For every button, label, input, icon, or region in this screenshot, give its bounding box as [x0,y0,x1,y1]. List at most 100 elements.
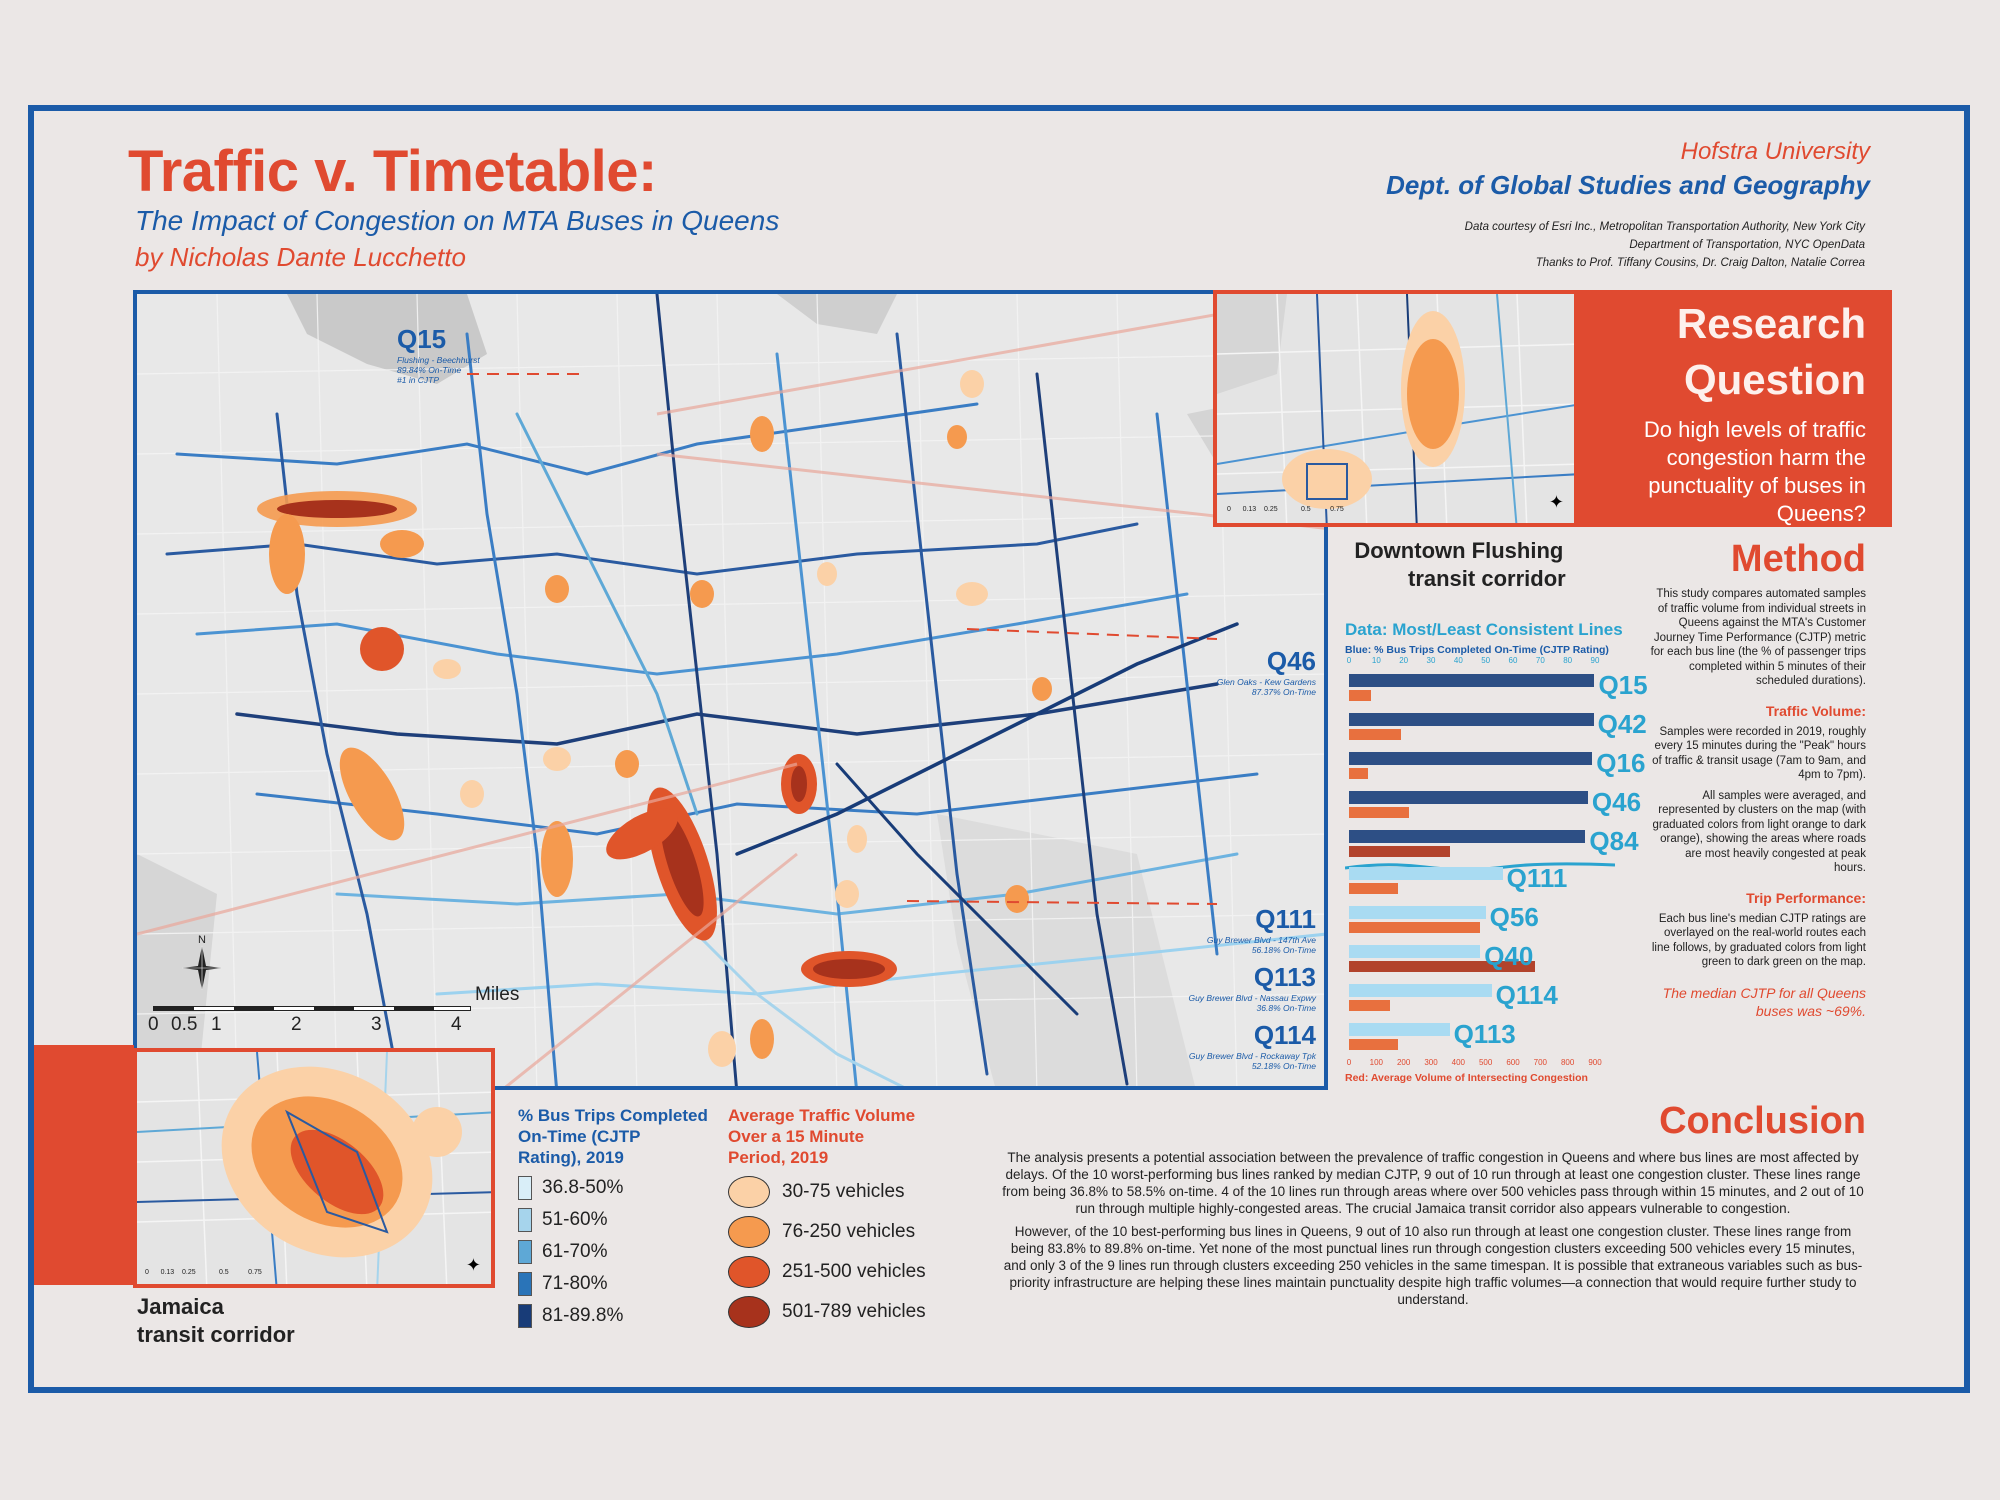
callout-route: Guy Brewer Blvd - Nassau Expwy [1188,993,1316,1003]
jamaica-corridor-label: Jamaica transit corridor [137,1293,295,1349]
median-cjtp-note: The median CJTP for all Queens buses was… [1662,984,1866,1019]
scale-tick: 1 [211,1014,222,1035]
bar-category-label: Q111 [1506,863,1568,893]
axis-tick: 60 [1508,656,1518,665]
legend-label: 36.8-50% [542,1177,624,1198]
chart-bottom-axis: 0 100 200 300 400 500 600 700 800 900 [1345,1058,1645,1072]
trip-performance-heading: Trip Performance: [1746,889,1866,906]
averaging-text: All samples were averaged, and represent… [1652,789,1866,875]
chart-bar-row: Q42 [1345,709,1647,748]
chart-bar-row: Q16 [1345,748,1645,787]
university-name: Hofstra University [1680,138,1870,165]
method-section: Method This study compares automated sam… [1650,538,1866,1020]
congestion-bar [1349,690,1371,701]
chart-top-axis-label: Blue: % Bus Trips Completed On-Time (CJT… [1345,644,1609,656]
traffic-legend: Average Traffic Volume Over a 15 Minute … [728,1105,926,1328]
legend-label: 30-75 vehicles [782,1181,905,1202]
legend-label: 71-80% [542,1273,608,1294]
callout-route: Glen Oaks - Kew Gardens [1216,677,1316,687]
cjtp-legend-item: 81-89.8% [518,1304,708,1328]
callout-stat: 36.8% On-Time [1256,1003,1316,1013]
chart-bar-row: Q111 [1345,863,1645,902]
legend-swatch [518,1272,532,1296]
legend-swatch [728,1256,770,1288]
scale-tick: 2 [291,1014,302,1035]
callout-q111[interactable]: Q111 Guy Brewer Blvd - 147th Ave 56.18% … [1207,904,1316,955]
chart-bar-row: Q15 [1345,670,1648,709]
bar-category-label: Q15 [1598,670,1648,700]
inset-scale: 0 0.13 0.25 0.5 0.75 [145,1269,262,1276]
rq-heading-2: Question [1683,356,1866,403]
scale-tick: 3 [371,1014,382,1035]
callout-code: Q111 [1255,904,1316,934]
bar-category-label: Q113 [1453,1019,1516,1049]
congestion-bar [1349,807,1410,818]
label-line: transit corridor [137,1322,295,1347]
cjtp-legend-item: 71-80% [518,1272,708,1296]
axis-tick: 20 [1399,656,1409,665]
legend-swatch [728,1296,770,1328]
conclusion-paragraph-2: However, of the 10 best-performing bus l… [1003,1224,1863,1307]
bar-category-label: Q46 [1591,787,1642,817]
callout-stat: 56.18% On-Time [1251,945,1316,955]
method-intro: This study compares automated samples of… [1650,588,1866,687]
label-line: Jamaica [137,1294,224,1319]
map-canvas [137,294,1324,1086]
cjtp-bar [1349,867,1503,880]
credit-line: Thanks to Prof. Tiffany Cousins, Dr. Cra… [1535,257,1865,269]
cjtp-bar [1349,752,1593,765]
bar-category-label: Q40 [1484,941,1534,971]
callout-q114[interactable]: Q114 Guy Brewer Blvd - Rockaway Tpk 52.1… [1189,1020,1316,1071]
legend-swatch [728,1176,770,1208]
legend-label: 81-89.8% [542,1305,624,1326]
axis-tick: 70 [1535,656,1545,665]
flushing-corridor-label: Downtown Flushing transit corridor [1352,537,1565,593]
callout-q113[interactable]: Q113 Guy Brewer Blvd - Nassau Expwy 36.8… [1188,962,1316,1013]
conclusion-heading: Conclusion [1659,1100,1866,1142]
queens-main-map[interactable]: Q15 Flushing - Beechhurst 89.84% On-Time… [133,290,1328,1090]
legend-swatch [518,1176,532,1200]
axis-tick: 700 [1533,1058,1548,1067]
bar-category-label: Q56 [1489,902,1539,932]
trip-performance-text: Each bus line's median CJTP ratings are … [1651,912,1866,969]
callout-q46[interactable]: Q46 Glen Oaks - Kew Gardens 87.37% On-Ti… [1217,646,1316,697]
conclusion-paragraph-1: The analysis presents a potential associ… [1002,1150,1864,1216]
research-question-panel: Research Question Do high levels of traf… [1578,290,1892,527]
axis-tick: 100 [1369,1058,1384,1067]
callout-q15[interactable]: Q15 Flushing - Beechhurst 89.84% On-Time… [397,324,480,385]
bar-category-label: Q16 [1596,748,1646,778]
legend-swatch [518,1304,532,1328]
cjtp-legend-item: 36.8-50% [518,1176,708,1200]
callout-stat: 52.18% On-Time [1251,1061,1316,1071]
legend-swatch [518,1240,532,1264]
north-arrow-icon: ✦ [465,1255,481,1275]
traffic-volume-heading: Traffic Volume: [1765,702,1866,719]
axis-tick: 80 [1563,656,1573,665]
flushing-inset-map[interactable]: 0 0.13 0.25 0.5 0.75 ✦ [1213,290,1578,527]
traffic-legend-item: 501-789 vehicles [728,1296,926,1328]
callout-stat: 89.84% On-Time [397,365,462,375]
congestion-bar [1349,729,1401,740]
callout-code: Q114 [1253,1020,1316,1050]
axis-tick: 0 [1346,656,1352,665]
chart-bars: Q15 Q42 Q16 Q46 Q84 Q111 Q56 Q40 Q114 Q113 [1344,670,1648,1058]
traffic-legend-item: 76-250 vehicles [728,1216,926,1248]
poster-subtitle: The Impact of Congestion on MTA Buses in… [135,205,780,236]
credit-line: Data courtesy of Esri Inc., Metropolitan… [1464,221,1865,233]
jamaica-inset-map[interactable]: 0 0.13 0.25 0.5 0.75 ✦ [133,1048,495,1288]
conclusion-section: Conclusion The analysis presents a poten… [1000,1100,1866,1308]
scale-tick: 0.5 [171,1014,198,1035]
axis-tick: 90 [1590,656,1600,665]
decorative-red-block [34,1045,134,1285]
inset-canvas [1217,294,1574,523]
callout-code: Q15 [397,324,447,354]
bar-category-label: Q42 [1597,709,1647,739]
axis-tick: 0 [1346,1058,1352,1067]
legend-label: 51-60% [542,1209,608,1230]
rq-text: Do high levels of traffic congestion har… [1643,417,1866,526]
legend-swatch [728,1216,770,1248]
cjtp-bar [1349,984,1492,997]
cjtp-bar [1349,906,1486,919]
callout-route: Flushing - Beechhurst [397,355,480,365]
cjtp-legend: % Bus Trips Completed On-Time (CJTP Rati… [518,1105,708,1328]
